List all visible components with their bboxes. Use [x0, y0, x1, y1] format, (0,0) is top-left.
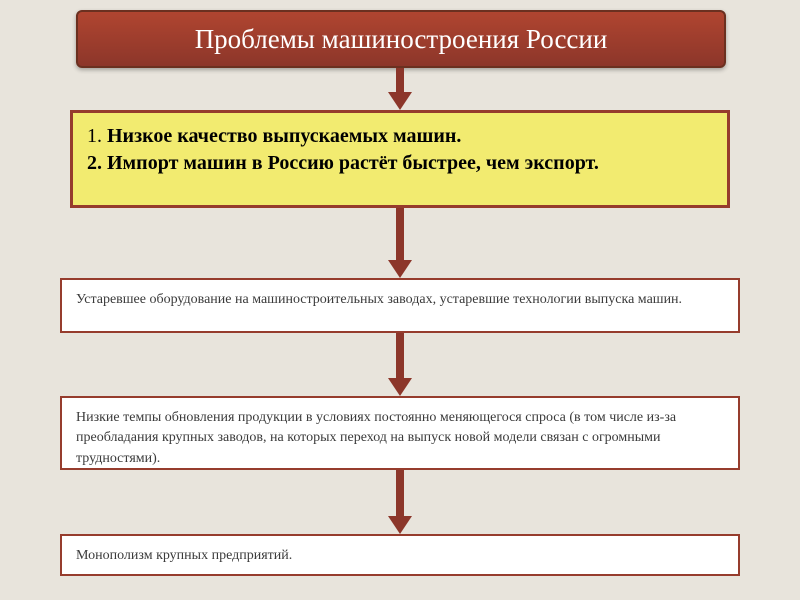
arrow-4 — [384, 470, 416, 534]
arrow-3 — [384, 333, 416, 396]
problem-line-2: 2. Импорт машин в Россию растёт быстрее,… — [87, 150, 713, 177]
title-box: Проблемы машиностроения России — [76, 10, 726, 68]
detail-text-3: Монополизм крупных предприятий. — [76, 548, 292, 563]
problem-line-1: 1. Низкое качество выпускаемых машин. — [87, 123, 713, 150]
problem-1-text: Низкое качество выпускаемых машин. — [107, 125, 461, 147]
problem-box-main: 1. Низкое качество выпускаемых машин. 2.… — [70, 110, 730, 208]
detail-box-2: Низкие темпы обновления продукции в усло… — [60, 396, 740, 470]
problem-1-prefix: 1. — [87, 125, 107, 147]
detail-text-1: Устаревшее оборудование на машиностроите… — [76, 292, 682, 307]
arrow-1 — [384, 68, 416, 110]
arrow-2 — [384, 208, 416, 278]
detail-box-1: Устаревшее оборудование на машиностроите… — [60, 278, 740, 333]
detail-text-2: Низкие темпы обновления продукции в усло… — [76, 410, 676, 466]
title-text: Проблемы машиностроения России — [195, 24, 608, 55]
detail-box-3: Монополизм крупных предприятий. — [60, 534, 740, 576]
